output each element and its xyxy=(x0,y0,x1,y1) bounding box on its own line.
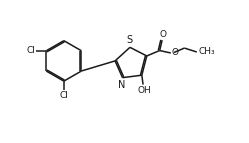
Text: O: O xyxy=(159,30,166,39)
Text: OH: OH xyxy=(137,86,151,95)
Text: N: N xyxy=(118,80,125,90)
Text: Cl: Cl xyxy=(60,92,68,101)
Text: CH₃: CH₃ xyxy=(198,47,215,56)
Text: S: S xyxy=(126,35,132,45)
Text: O: O xyxy=(172,48,179,57)
Text: Cl: Cl xyxy=(26,46,35,55)
